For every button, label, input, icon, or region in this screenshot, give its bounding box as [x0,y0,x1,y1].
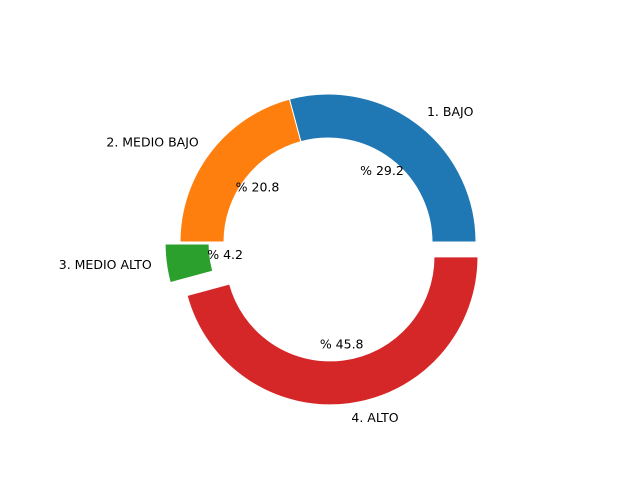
slice-label-3: 3. MEDIO ALTO [59,257,152,272]
slice-pct-label-3: % 4.2 [207,247,243,262]
slice-label-1: 1. BAJO [427,104,474,119]
slice-4 [186,256,479,406]
slices-group [164,93,479,406]
slice-3 [164,243,214,284]
slice-label-2: 2. MEDIO BAJO [106,135,199,150]
slice-pct-label-4: % 45.8 [320,336,364,351]
slice-pct-label-1: % 29.2 [360,163,404,178]
slice-2 [179,98,302,243]
slice-label-4: 4. ALTO [351,410,398,425]
labels-group: 1. BAJO % 29.2 2. MEDIO BAJO % 20.8 3. MEDIO… [59,104,474,425]
slice-pct-label-2: % 20.8 [236,180,280,195]
